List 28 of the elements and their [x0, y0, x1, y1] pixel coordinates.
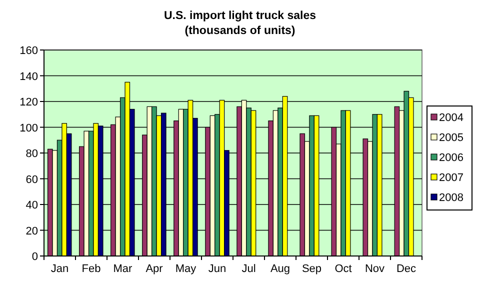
legend-label: 2005 [439, 132, 464, 144]
x-tick-label: Dec [396, 263, 417, 275]
legend-label: 2006 [439, 152, 464, 164]
x-tick-label: Apr [146, 263, 164, 275]
y-tick-label: 140 [20, 70, 38, 83]
y-tick-label: 100 [20, 122, 38, 134]
x-tick-label: Jan [50, 263, 69, 275]
y-tick-label: 160 [20, 45, 38, 57]
legend-label: 2008 [439, 192, 464, 204]
x-tick-label: Oct [334, 263, 352, 275]
x-tick-label: Feb [82, 263, 101, 275]
x-tick-label: Sep [302, 263, 322, 275]
x-tick-label: Jul [242, 263, 256, 275]
legend-label: 2007 [439, 172, 464, 184]
legend-label: 2004 [439, 112, 464, 124]
x-tick-label: May [175, 263, 197, 275]
chart-subtitle: (thousands of units) [184, 25, 296, 37]
y-tick-label: 120 [20, 96, 38, 108]
chart-title: U.S. import light truck sales [164, 10, 316, 22]
y-tick-label: 20 [26, 225, 38, 238]
y-tick-label: 80 [26, 148, 38, 160]
x-tick-label: Aug [270, 263, 290, 275]
y-tick-label: 40 [26, 200, 38, 212]
x-tick-label: Nov [364, 263, 386, 275]
x-tick-label: Jun [208, 263, 226, 275]
x-tick-label: Mar [113, 263, 133, 275]
y-tick-label: 60 [26, 174, 38, 186]
y-tick-label: 0 [32, 251, 38, 263]
